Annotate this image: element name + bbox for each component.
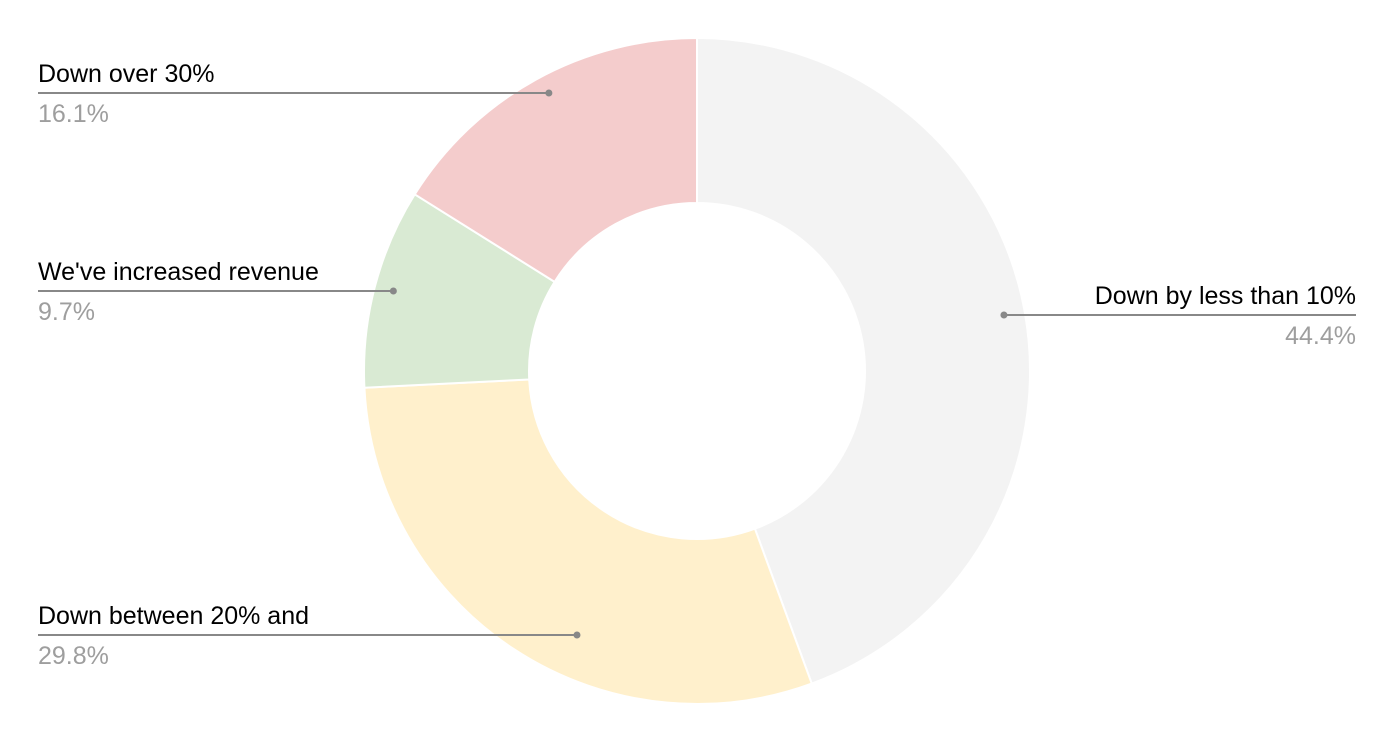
slice-label-group-we-ve-increased-revenue: We've increased revenue 9.7% bbox=[38, 258, 397, 326]
slice-label: Down between 20% and bbox=[38, 602, 309, 630]
leader-dot bbox=[545, 89, 553, 97]
slice-label: We've increased revenue bbox=[38, 258, 319, 286]
slice-down-over-30 bbox=[413, 36, 698, 284]
slice-label-group-down-by-less-than-10: Down by less than 10% 44.4% bbox=[1000, 282, 1356, 350]
slices-layer bbox=[363, 36, 1031, 705]
slice-percent-label: 16.1% bbox=[38, 100, 109, 128]
slice-down-by-less-than-10 bbox=[696, 36, 1031, 685]
slice-label-group-down-between-20-and: Down between 20% and 29.8% bbox=[38, 602, 581, 670]
slice-percent-label: 9.7% bbox=[38, 298, 95, 326]
slice-percent-label: 29.8% bbox=[38, 642, 109, 670]
slice-label: Down by less than 10% bbox=[1095, 282, 1356, 310]
leader-dot bbox=[389, 287, 397, 295]
slice-label: Down over 30% bbox=[38, 60, 214, 88]
leader-dot bbox=[573, 631, 581, 639]
labels-layer: Down by less than 10% 44.4% Down between 2… bbox=[38, 60, 1356, 670]
slice-percent-label: 44.4% bbox=[1285, 322, 1356, 350]
slice-label-group-down-over-30: Down over 30% 16.1% bbox=[38, 60, 553, 128]
leader-dot bbox=[1000, 311, 1008, 319]
slice-down-between-20-and bbox=[363, 378, 814, 705]
